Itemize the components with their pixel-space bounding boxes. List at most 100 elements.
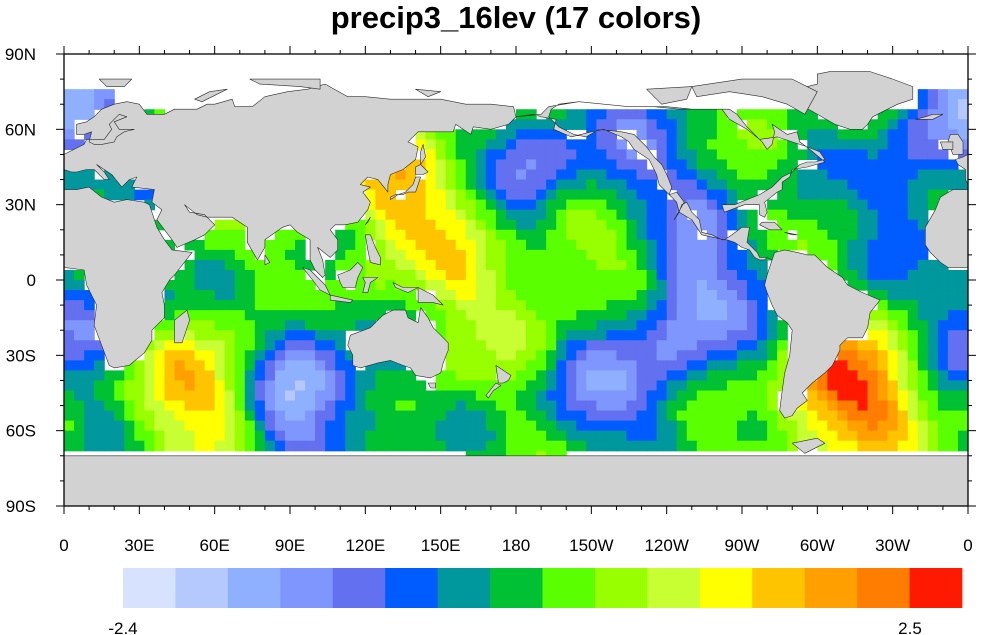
field-cell [425,209,437,221]
field-cell [897,209,909,221]
field-cell [867,390,879,402]
field-cell [284,350,296,361]
field-cell [897,280,909,291]
land-polygon [329,294,354,303]
field-cell [726,330,738,341]
field-cell [937,340,949,351]
field-cell [656,370,668,382]
field-cell [626,320,638,331]
field-cell [646,310,658,321]
field-cell [64,129,75,140]
field-cell [214,239,226,251]
field-cell [305,420,316,432]
colorbar-min-label: -2.4 [108,619,137,635]
field-cell [767,370,778,382]
field-cell [716,109,728,120]
field-cell [516,139,527,151]
field-cell [415,390,427,402]
field-cell [395,239,407,251]
field-cell [455,380,467,392]
field-cell [465,310,477,321]
field-cell [224,370,236,382]
field-cell [877,350,889,361]
field-cell [305,410,316,422]
field-cell [696,420,708,432]
field-cell [325,340,336,351]
field-cell [455,410,467,422]
field-cell [676,410,688,422]
field-cell [917,199,929,211]
field-cell [234,330,246,341]
field-cell [254,430,266,442]
field-cell [736,370,748,382]
field-cell [656,149,668,161]
field-cell [184,370,196,382]
field-cell [586,350,597,361]
field-cell [646,199,658,211]
field-cell [445,149,457,161]
field-cell [626,360,638,371]
field-cell [516,290,527,301]
field-cell [435,139,447,151]
field-cell [84,360,95,371]
field-cell [485,330,497,341]
field-cell [867,370,879,382]
field-cell [596,109,607,120]
field-cell [747,129,758,140]
field-cell [726,440,738,452]
field-cell [867,119,879,130]
field-cell [586,259,597,271]
field-cell [927,280,939,291]
field-cell [546,300,557,311]
field-cell [164,380,176,392]
field-cell [536,269,547,281]
field-cell [606,109,618,120]
field-cell [847,390,859,402]
field-cell [706,249,718,261]
field-cell [485,400,497,412]
field-cell [295,229,306,241]
field-cell [345,420,356,432]
field-cell [264,410,276,422]
field-cell [455,400,467,412]
field-cell [636,390,648,402]
field-cell [435,410,447,422]
field-cell [626,390,638,402]
field-cell [877,179,889,191]
field-cell [596,380,607,392]
field-cell [465,380,477,392]
field-cell [907,280,919,291]
field-cell [204,430,216,442]
field-cell [134,370,145,382]
field-cell [847,179,859,191]
field-cell [666,360,678,371]
field-cell [857,259,869,271]
field-cell [526,390,537,402]
field-cell [556,119,567,130]
field-cell [536,189,547,201]
field-cell [777,430,788,442]
field-cell [636,420,648,432]
field-cell [747,179,758,191]
field-cell [465,390,477,402]
field-cell [375,239,387,251]
field-cell [455,280,467,291]
field-cell [84,430,95,442]
field-cell [596,400,607,412]
field-cell [335,229,346,241]
field-cell [184,410,196,422]
field-cell [736,280,748,291]
field-cell [385,410,397,422]
field-cell [274,249,286,261]
field-cell [656,209,668,221]
field-cell [817,239,828,251]
field-cell [957,109,968,120]
field-cell [274,420,286,432]
field-cell [897,229,909,241]
field-cell [636,239,648,251]
field-cell [656,119,668,130]
field-cell [204,400,216,412]
field-cell [475,219,487,231]
field-cell [154,420,166,432]
field-cell [726,370,738,382]
